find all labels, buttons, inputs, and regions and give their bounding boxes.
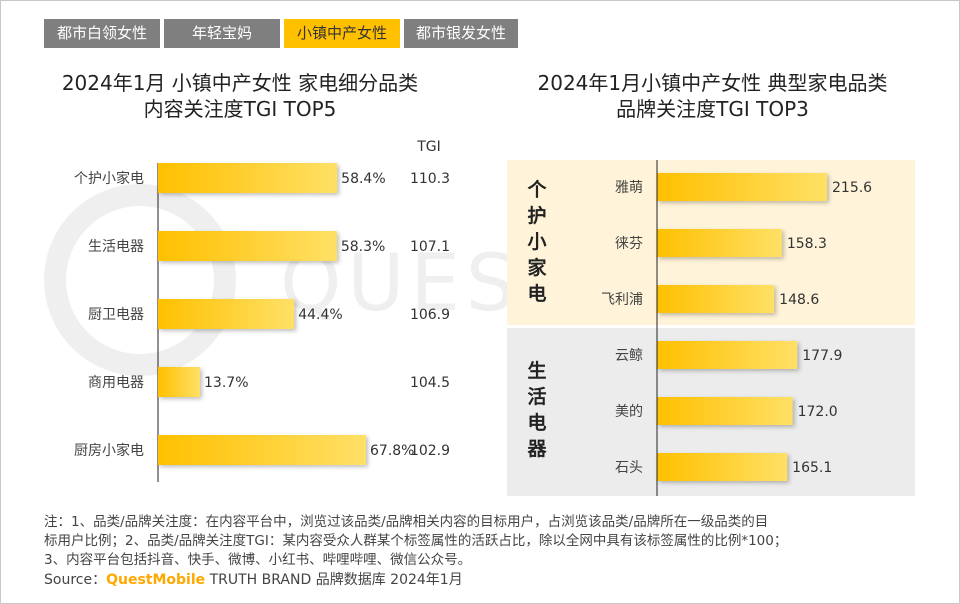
value-label: 13.7% (204, 375, 248, 391)
value-label: 172.0 (798, 404, 838, 420)
bar (657, 341, 798, 369)
footnote-line-1: 注：1、品类/品牌关注度：在内容平台中，浏览过该品类/品牌相关内容的目标用户，占… (44, 514, 769, 530)
group-label-char: 活 (527, 385, 546, 408)
source-line: Source：QuestMobile TRUTH BRAND 品牌数据库 202… (44, 570, 463, 590)
brand-label: 云鲸 (615, 348, 643, 364)
right-chart-subtitle: 品牌关注度TGI TOP3 (616, 97, 809, 121)
source-brand: QuestMobile (106, 572, 206, 588)
brand-label: 飞利浦 (601, 292, 643, 308)
brand-label: 雅萌 (615, 180, 643, 196)
group-label-char: 电 (527, 411, 546, 434)
group-label-char: 电 (527, 282, 546, 305)
brand-label: 石头 (615, 460, 643, 476)
brand-label: 美的 (615, 404, 643, 420)
bar (657, 453, 788, 481)
value-label: 177.9 (802, 348, 842, 364)
tab-urban-white-collar[interactable]: 都市白领女性 (44, 19, 160, 48)
tgi-value: 110.3 (410, 171, 450, 187)
group-label-char: 生 (527, 359, 546, 382)
left-chart-title: 2024年1月 小镇中产女性 家电细分品类 (61, 71, 419, 95)
bar (158, 163, 338, 193)
tgi-value: 104.5 (410, 375, 450, 391)
value-label: 148.6 (779, 292, 819, 308)
bar (158, 231, 337, 261)
source-text: TRUTH BRAND 品牌数据库 2024年1月 (205, 572, 463, 588)
source-label: Source： (44, 572, 107, 588)
category-label: 商用电器 (88, 375, 144, 391)
category-label: 个护小家电 (74, 170, 144, 187)
left-bar-chart: TGI 个护小家电 58.4% 110.3 生活电器 58.3% 107.1 厨卫电器 44.4… (74, 139, 450, 482)
tgi-value: 102.9 (410, 443, 450, 459)
value-label: 44.4% (298, 307, 342, 323)
value-label: 67.8% (370, 443, 414, 459)
tgi-header: TGI (416, 139, 441, 155)
group-label-char: 家 (527, 256, 547, 279)
value-label: 158.3 (787, 236, 827, 252)
value-label: 58.3% (341, 239, 385, 255)
right-chart-title: 2024年1月小镇中产女性 典型家电品类 (537, 71, 888, 95)
bar (657, 229, 782, 257)
bar (158, 435, 366, 465)
bar (158, 299, 295, 329)
tab-urban-silver-women[interactable]: 都市银发女性 (404, 19, 518, 48)
group-label-char: 器 (526, 438, 547, 460)
bar (158, 367, 201, 397)
group-label-char: 护 (527, 204, 546, 227)
bar (657, 285, 775, 313)
tab-young-mothers[interactable]: 年轻宝妈 (164, 19, 280, 48)
category-label: 厨房小家电 (74, 442, 144, 459)
bar (657, 397, 793, 425)
value-label: 165.1 (792, 460, 832, 476)
group-label-char: 小 (527, 231, 546, 253)
footnote-line-2: 标用户比例；2、品类/品牌关注度TGI：某内容受众人群某个标签属性的活跃占比，除… (44, 533, 788, 549)
left-chart-subtitle: 内容关注度TGI TOP5 (143, 97, 337, 121)
footnote-line-3: 3、内容平台包括抖音、快手、微博、小红书、哔哩哔哩、微信公众号。 (44, 552, 472, 568)
bar (657, 173, 827, 201)
brand-label: 徕芬 (615, 236, 643, 252)
value-label: 215.6 (832, 180, 872, 196)
group-label-char: 个 (526, 179, 547, 201)
value-label: 58.4% (341, 171, 385, 187)
category-label: 生活电器 (88, 239, 144, 255)
tgi-value: 107.1 (410, 239, 450, 255)
category-label: 厨卫电器 (88, 307, 144, 323)
tgi-value: 106.9 (410, 307, 450, 323)
tab-small-town-middle-class[interactable]: 小镇中产女性 (284, 19, 400, 48)
